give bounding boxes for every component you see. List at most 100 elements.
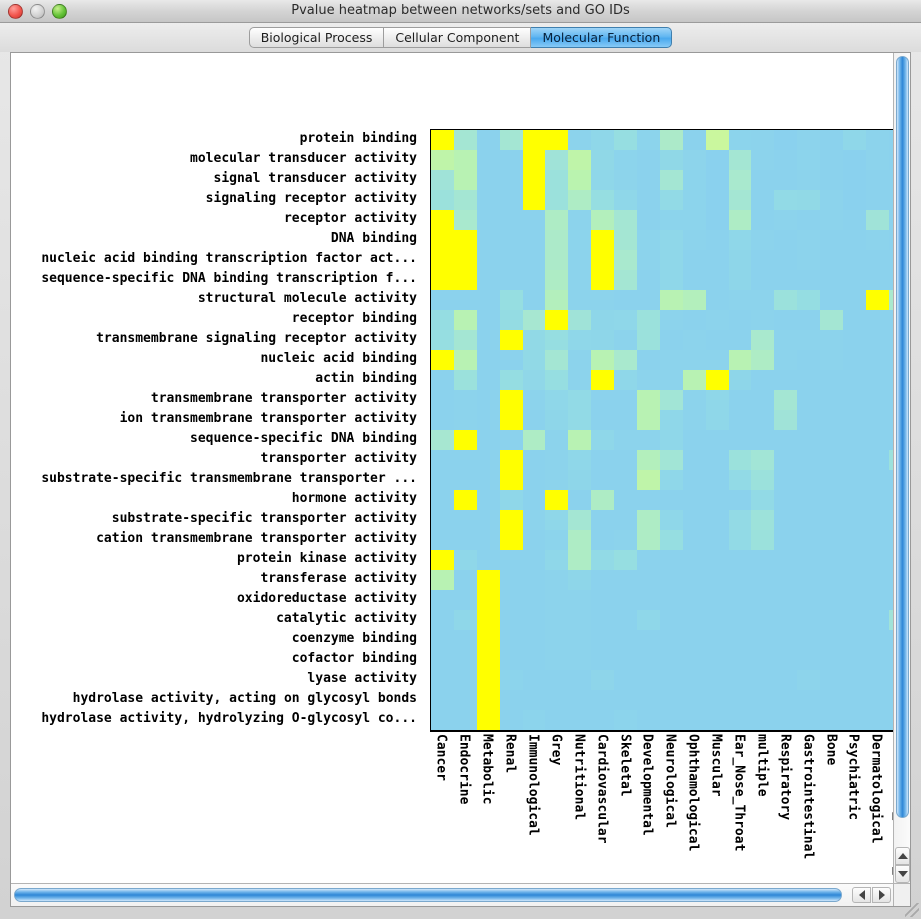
- heatmap-cell[interactable]: [820, 630, 844, 650]
- heatmap-cell[interactable]: [774, 270, 798, 290]
- heatmap-cell[interactable]: [888, 290, 894, 310]
- heatmap-cell[interactable]: [728, 290, 752, 310]
- heatmap-cell[interactable]: [522, 510, 546, 530]
- close-button[interactable]: [8, 4, 23, 19]
- heatmap-cell[interactable]: [545, 650, 569, 670]
- heatmap-cell[interactable]: [888, 510, 894, 530]
- heatmap-cell[interactable]: [820, 570, 844, 590]
- scroll-down-button[interactable]: [895, 865, 910, 883]
- heatmap-cell[interactable]: [545, 130, 569, 150]
- heatmap-cell[interactable]: [476, 350, 500, 370]
- heatmap-cell[interactable]: [476, 270, 500, 290]
- heatmap-cell[interactable]: [568, 150, 592, 170]
- heatmap-cell[interactable]: [728, 190, 752, 210]
- heatmap-cell[interactable]: [614, 630, 638, 650]
- heatmap-cell[interactable]: [820, 490, 844, 510]
- heatmap-cell[interactable]: [728, 330, 752, 350]
- heatmap-cell[interactable]: [591, 350, 615, 370]
- heatmap-cell[interactable]: [499, 690, 523, 710]
- heatmap-cell[interactable]: [659, 410, 683, 430]
- heatmap-cell[interactable]: [431, 250, 454, 270]
- heatmap-cell[interactable]: [522, 250, 546, 270]
- heatmap-cell[interactable]: [614, 270, 638, 290]
- minimize-button[interactable]: [30, 4, 45, 19]
- heatmap-cell[interactable]: [728, 590, 752, 610]
- heatmap-cell[interactable]: [774, 210, 798, 230]
- heatmap-cell[interactable]: [728, 630, 752, 650]
- heatmap-cell[interactable]: [431, 290, 454, 310]
- heatmap-cell[interactable]: [545, 310, 569, 330]
- heatmap-cell[interactable]: [614, 370, 638, 390]
- heatmap-cell[interactable]: [591, 450, 615, 470]
- heatmap-cell[interactable]: [659, 470, 683, 490]
- heatmap-cell[interactable]: [522, 670, 546, 690]
- heatmap-cell[interactable]: [843, 130, 866, 150]
- heatmap-cell[interactable]: [499, 710, 523, 730]
- heatmap-cell[interactable]: [682, 470, 706, 490]
- heatmap-cell[interactable]: [888, 150, 894, 170]
- heatmap-cell[interactable]: [705, 610, 729, 630]
- heatmap-cell[interactable]: [476, 430, 500, 450]
- heatmap-cell[interactable]: [476, 490, 500, 510]
- heatmap-cell[interactable]: [591, 570, 615, 590]
- heatmap-cell[interactable]: [431, 690, 454, 710]
- heatmap-cell[interactable]: [774, 190, 798, 210]
- heatmap-cell[interactable]: [545, 290, 569, 310]
- heatmap-cell[interactable]: [431, 390, 454, 410]
- heatmap-cell[interactable]: [568, 690, 592, 710]
- heatmap-cell[interactable]: [614, 230, 638, 250]
- heatmap-cell[interactable]: [453, 470, 477, 490]
- heatmap-cell[interactable]: [453, 430, 477, 450]
- heatmap-cell[interactable]: [545, 710, 569, 730]
- heatmap-cell[interactable]: [545, 470, 569, 490]
- heatmap-cell[interactable]: [843, 390, 866, 410]
- heatmap-cell[interactable]: [476, 170, 500, 190]
- heatmap-cell[interactable]: [568, 370, 592, 390]
- heatmap-cell[interactable]: [820, 410, 844, 430]
- heatmap-cell[interactable]: [568, 390, 592, 410]
- heatmap-cell[interactable]: [499, 150, 523, 170]
- heatmap-cell[interactable]: [774, 610, 798, 630]
- heatmap-cell[interactable]: [659, 370, 683, 390]
- heatmap-cell[interactable]: [476, 250, 500, 270]
- heatmap-cell[interactable]: [545, 630, 569, 650]
- heatmap-cell[interactable]: [522, 630, 546, 650]
- heatmap-cell[interactable]: [705, 630, 729, 650]
- heatmap-cell[interactable]: [591, 250, 615, 270]
- heatmap-cell[interactable]: [591, 150, 615, 170]
- heatmap-cell[interactable]: [843, 470, 866, 490]
- heatmap-cell[interactable]: [865, 550, 889, 570]
- heatmap-cell[interactable]: [820, 290, 844, 310]
- heatmap-cell[interactable]: [568, 130, 592, 150]
- heatmap-cell[interactable]: [499, 430, 523, 450]
- heatmap-cell[interactable]: [728, 270, 752, 290]
- heatmap-cell[interactable]: [774, 630, 798, 650]
- heatmap-cell[interactable]: [797, 250, 821, 270]
- heatmap-cell[interactable]: [637, 210, 660, 230]
- heatmap-cell[interactable]: [522, 650, 546, 670]
- heatmap-cell[interactable]: [888, 570, 894, 590]
- heatmap-cell[interactable]: [705, 170, 729, 190]
- heatmap-cell[interactable]: [774, 170, 798, 190]
- heatmap-cell[interactable]: [751, 410, 775, 430]
- heatmap-cell[interactable]: [659, 450, 683, 470]
- heatmap-cell[interactable]: [682, 270, 706, 290]
- heatmap-cell[interactable]: [545, 410, 569, 430]
- heatmap-cell[interactable]: [591, 490, 615, 510]
- heatmap-cell[interactable]: [614, 190, 638, 210]
- heatmap-cell[interactable]: [751, 150, 775, 170]
- heatmap-cell[interactable]: [545, 270, 569, 290]
- heatmap-cell[interactable]: [705, 150, 729, 170]
- heatmap-cell[interactable]: [705, 550, 729, 570]
- heatmap-cell[interactable]: [797, 550, 821, 570]
- heatmap-cell[interactable]: [705, 670, 729, 690]
- heatmap-cell[interactable]: [476, 510, 500, 530]
- heatmap-cell[interactable]: [751, 470, 775, 490]
- heatmap-cell[interactable]: [568, 510, 592, 530]
- heatmap-cell[interactable]: [614, 510, 638, 530]
- heatmap-cell[interactable]: [797, 350, 821, 370]
- heatmap-cell[interactable]: [476, 290, 500, 310]
- heatmap-cell[interactable]: [545, 550, 569, 570]
- heatmap-cell[interactable]: [431, 490, 454, 510]
- heatmap-cell[interactable]: [888, 370, 894, 390]
